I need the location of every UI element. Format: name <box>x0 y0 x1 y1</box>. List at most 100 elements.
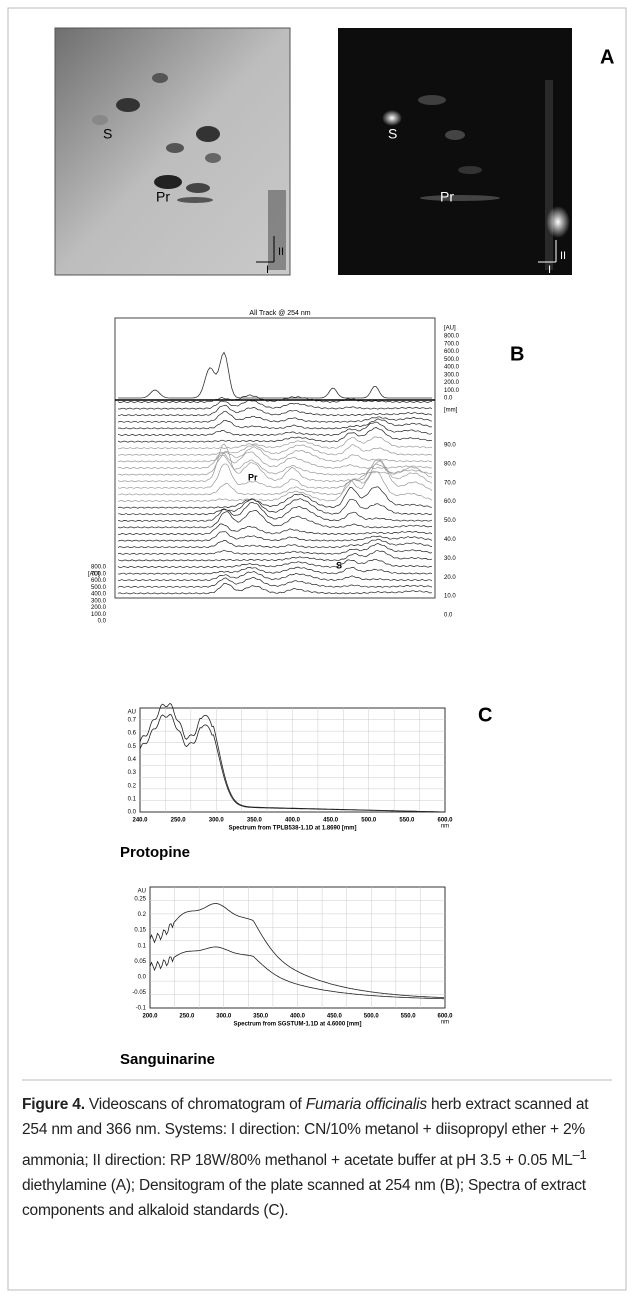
tick-label: 0.05 <box>134 959 146 965</box>
direction-label: I <box>266 264 269 276</box>
tick-label: 400.0 <box>285 818 301 824</box>
tick-label: 450.0 <box>327 1014 343 1020</box>
plate-right <box>338 28 572 275</box>
spectrum-name: Sanguinarine <box>120 1051 215 1068</box>
tick-label: 30.0 <box>444 556 456 562</box>
tick-label: 90.0 <box>444 443 456 449</box>
trace <box>117 427 433 443</box>
trace <box>117 531 433 542</box>
axis-title: Spectrum from SGSTUM-1.1D at 4.6000 [mm] <box>233 1022 361 1028</box>
tick-label: 550.0 <box>401 1014 417 1020</box>
caption-text: diethylamine (A); Densitogram of the pla… <box>22 1177 586 1220</box>
plate-left <box>54 27 291 276</box>
tick-label: 350.0 <box>247 818 263 824</box>
tick-label: 250.0 <box>179 1014 195 1020</box>
spectrum-trace <box>149 946 444 1000</box>
tick-label: 80.0 <box>444 461 456 467</box>
spectrum-trace <box>139 713 445 813</box>
tick-label: 700.0 <box>444 341 460 347</box>
axis-unit: [mm] <box>444 408 458 414</box>
axis-unit: AU <box>128 710 136 716</box>
direction-label: II <box>560 250 566 262</box>
tick-label: 200.0 <box>444 380 460 386</box>
axis-unit: [AU] <box>88 572 100 578</box>
spot-label: Pr <box>440 189 454 205</box>
trace <box>118 498 433 516</box>
densitogram-title: All Track @ 254 nm <box>249 310 310 317</box>
axis-unit: nm <box>441 824 449 830</box>
trace <box>117 538 433 549</box>
tick-label: 0.3 <box>128 770 137 776</box>
tick-label: -0.05 <box>132 990 146 996</box>
tick-label: 0.0 <box>444 396 453 402</box>
tick-label: 600.0 <box>437 1014 453 1020</box>
spectrum-name: Protopine <box>120 844 190 861</box>
tick-label: 0.15 <box>134 928 146 934</box>
trace <box>117 486 432 509</box>
spot-label: S <box>388 126 397 142</box>
trace <box>117 577 433 588</box>
caption-text: Videoscans of chromatogram of <box>88 1096 302 1113</box>
trace <box>118 351 432 399</box>
trace <box>117 404 433 417</box>
trace <box>117 451 433 469</box>
tick-label: 0.25 <box>134 897 146 903</box>
spectrum-trace <box>149 903 444 998</box>
tick-label: 0.2 <box>138 912 147 918</box>
tick-label: 450.0 <box>323 818 339 824</box>
panel-label: C <box>478 704 492 726</box>
tick-label: 0.4 <box>128 757 137 763</box>
tick-label: 500.0 <box>364 1014 380 1020</box>
tick-label: 350.0 <box>253 1014 269 1020</box>
tick-label: 100.0 <box>91 612 107 618</box>
trace <box>117 543 433 555</box>
tick-label: 40.0 <box>444 537 456 543</box>
tick-label: 800.0 <box>444 334 460 340</box>
trace <box>117 566 433 575</box>
tick-label: 60.0 <box>444 499 456 505</box>
tick-label: 0.0 <box>98 619 107 625</box>
tick-label: 600.0 <box>444 349 460 355</box>
tick-label: 50.0 <box>444 518 456 524</box>
trace <box>117 444 433 456</box>
tick-label: 0.2 <box>128 783 137 789</box>
tick-label: 600.0 <box>437 818 453 824</box>
tick-label: 0.6 <box>128 731 137 737</box>
tick-label: 0.5 <box>128 744 137 750</box>
trace <box>117 523 433 535</box>
tick-label: 500.0 <box>91 585 107 591</box>
trace <box>117 460 433 496</box>
trace <box>117 459 433 489</box>
trace <box>117 410 433 423</box>
trace <box>117 421 433 436</box>
tick-label: 100.0 <box>444 388 460 394</box>
trace <box>117 454 433 476</box>
tick-label: 250.0 <box>171 818 187 824</box>
caption: Figure 4. Videoscans of chromatogram of … <box>22 1092 614 1223</box>
peak-label: Pr <box>248 472 258 482</box>
tick-label: 200.0 <box>91 605 107 611</box>
spot-label: S <box>103 126 112 142</box>
tick-label: 200.0 <box>142 1014 158 1020</box>
panel-label: B <box>510 343 524 365</box>
tick-label: 0.1 <box>138 943 147 949</box>
axis-unit: [AU] <box>444 326 456 332</box>
tick-label: 800.0 <box>91 565 107 571</box>
tick-label: 70.0 <box>444 480 456 486</box>
species: Fumaria officinalis <box>305 1096 427 1113</box>
tick-label: 400.0 <box>290 1014 306 1020</box>
trace <box>117 400 433 410</box>
tick-label: 700.0 <box>91 571 107 577</box>
trace <box>117 558 433 568</box>
trace <box>117 443 433 483</box>
trace <box>117 509 433 529</box>
tick-label: 300.0 <box>209 818 225 824</box>
trace <box>117 418 433 430</box>
trace <box>117 550 433 562</box>
tick-label: 300.0 <box>444 372 460 378</box>
tick-label: 500.0 <box>361 818 377 824</box>
tick-label: 0.0 <box>138 974 147 980</box>
trace <box>117 436 433 450</box>
